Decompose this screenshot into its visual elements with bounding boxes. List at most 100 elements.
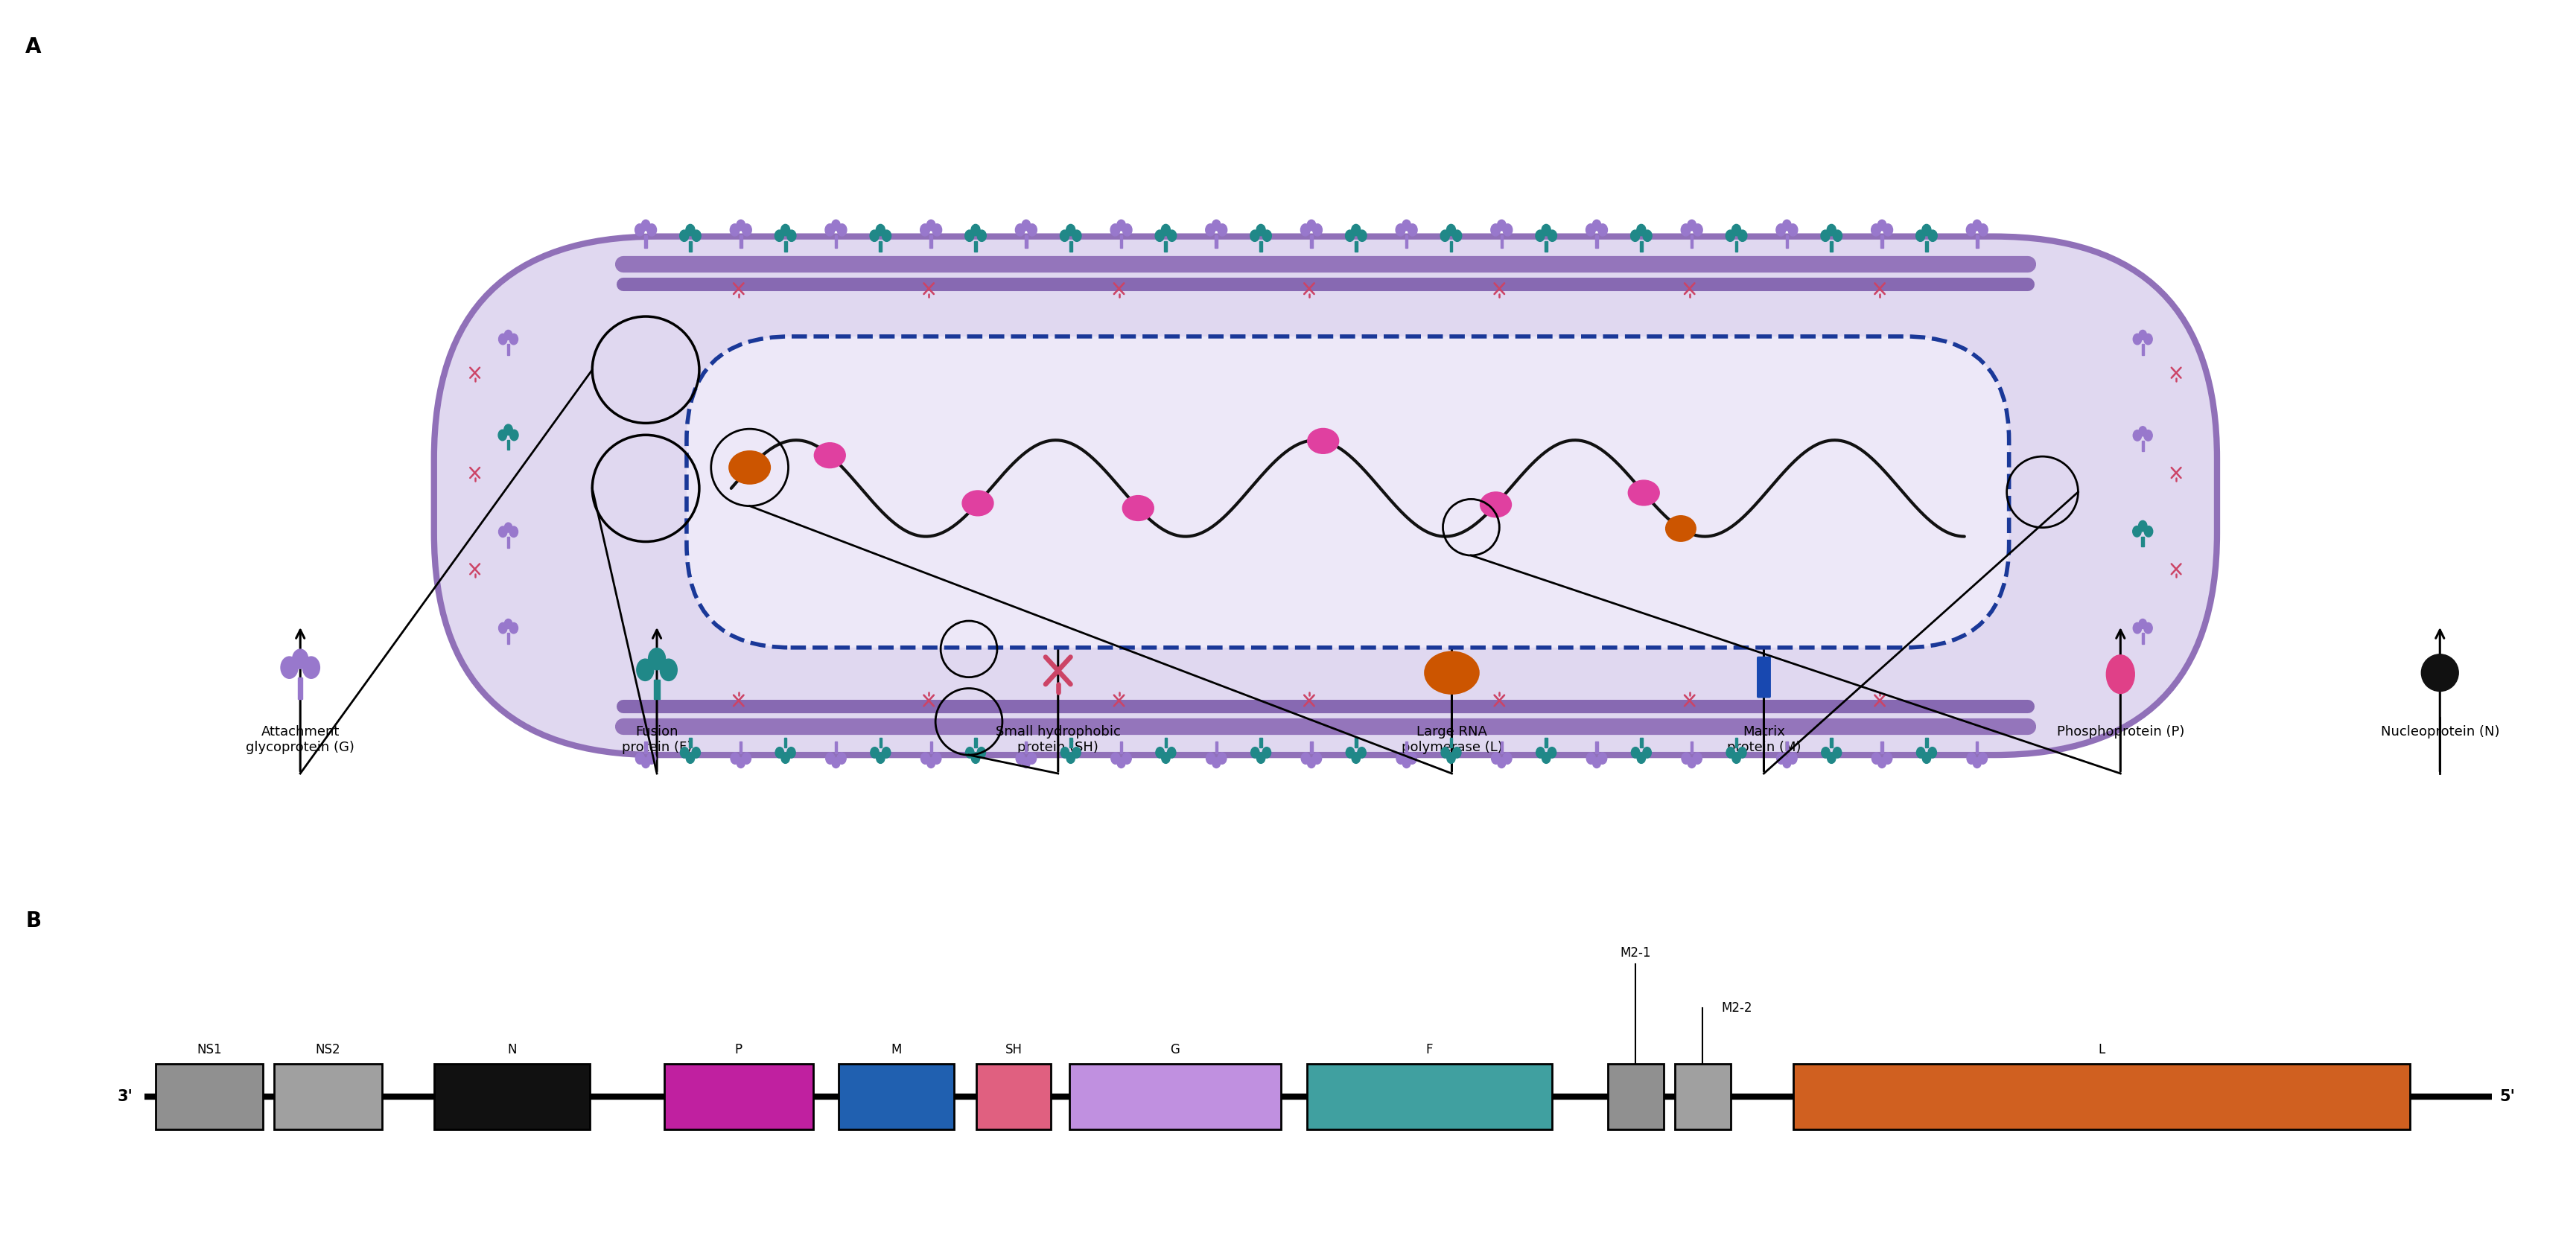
Bar: [1121, 236, 1123, 248]
Ellipse shape: [1481, 493, 1512, 518]
Text: N: N: [507, 1042, 518, 1056]
Bar: [1355, 241, 1358, 251]
Bar: [1164, 241, 1167, 251]
Text: NS2: NS2: [317, 1042, 340, 1056]
Bar: [155, 1064, 263, 1129]
Ellipse shape: [634, 224, 644, 236]
Ellipse shape: [1257, 753, 1265, 763]
Ellipse shape: [1358, 747, 1365, 758]
Ellipse shape: [693, 747, 701, 758]
Ellipse shape: [1301, 753, 1311, 764]
Ellipse shape: [1821, 747, 1829, 758]
Text: L: L: [2099, 1042, 2105, 1056]
Ellipse shape: [1061, 747, 1069, 758]
Text: 3': 3': [118, 1089, 134, 1104]
Ellipse shape: [832, 219, 840, 231]
Ellipse shape: [680, 231, 688, 242]
Ellipse shape: [1692, 753, 1703, 764]
Ellipse shape: [1345, 231, 1355, 242]
Ellipse shape: [781, 224, 791, 236]
Bar: [1069, 1064, 1280, 1129]
Bar: [1546, 738, 1548, 748]
Ellipse shape: [1211, 219, 1221, 231]
Ellipse shape: [927, 219, 935, 231]
Text: A: A: [26, 36, 41, 57]
Ellipse shape: [1118, 758, 1126, 768]
Bar: [433, 1064, 590, 1129]
Ellipse shape: [1072, 747, 1082, 758]
Ellipse shape: [1015, 753, 1025, 764]
Text: M2-2: M2-2: [1721, 1001, 1752, 1015]
Text: F: F: [1427, 1042, 1432, 1056]
Ellipse shape: [1396, 753, 1406, 764]
Ellipse shape: [1775, 224, 1785, 236]
Ellipse shape: [2133, 526, 2141, 537]
Text: Fusion
protein (F): Fusion protein (F): [621, 726, 693, 754]
FancyBboxPatch shape: [433, 237, 2218, 754]
Bar: [1793, 1064, 2411, 1129]
Ellipse shape: [1440, 231, 1450, 242]
Ellipse shape: [1535, 231, 1546, 242]
Ellipse shape: [1922, 224, 1932, 236]
Ellipse shape: [1878, 758, 1886, 768]
Ellipse shape: [1257, 224, 1265, 236]
Ellipse shape: [2143, 526, 2154, 537]
Ellipse shape: [1973, 219, 1981, 231]
Ellipse shape: [1314, 753, 1321, 764]
Ellipse shape: [963, 490, 994, 516]
Bar: [783, 241, 786, 251]
Bar: [1216, 236, 1218, 248]
Ellipse shape: [1167, 747, 1175, 758]
Ellipse shape: [881, 747, 891, 758]
Ellipse shape: [641, 219, 649, 231]
Ellipse shape: [871, 231, 878, 242]
Text: NS1: NS1: [196, 1042, 222, 1056]
Ellipse shape: [301, 657, 319, 678]
Bar: [878, 241, 881, 251]
Bar: [1069, 738, 1072, 748]
Ellipse shape: [510, 334, 518, 344]
Bar: [1025, 236, 1028, 248]
Text: Large RNA
polymerase (L): Large RNA polymerase (L): [1401, 726, 1502, 754]
Ellipse shape: [685, 753, 696, 763]
Ellipse shape: [876, 753, 884, 763]
Ellipse shape: [500, 622, 507, 633]
Ellipse shape: [1929, 231, 1937, 242]
Ellipse shape: [1406, 753, 1417, 764]
Ellipse shape: [2133, 334, 2141, 344]
Ellipse shape: [966, 231, 974, 242]
Ellipse shape: [1218, 753, 1226, 764]
Bar: [1260, 738, 1262, 748]
Ellipse shape: [732, 753, 739, 764]
Bar: [739, 236, 742, 248]
Ellipse shape: [1352, 224, 1360, 236]
Ellipse shape: [881, 231, 891, 242]
Ellipse shape: [1345, 747, 1355, 758]
Ellipse shape: [1502, 224, 1512, 236]
Ellipse shape: [1066, 753, 1074, 763]
Text: 5': 5': [2499, 1089, 2514, 1104]
Bar: [1829, 738, 1832, 748]
Bar: [840, 1064, 953, 1129]
Ellipse shape: [827, 753, 835, 764]
Bar: [1355, 738, 1358, 748]
Ellipse shape: [2138, 330, 2146, 339]
Ellipse shape: [1540, 224, 1551, 236]
Ellipse shape: [2138, 426, 2146, 436]
Ellipse shape: [1631, 747, 1641, 758]
Bar: [1164, 738, 1167, 748]
Ellipse shape: [500, 334, 507, 344]
Ellipse shape: [920, 753, 930, 764]
Ellipse shape: [680, 747, 688, 758]
Ellipse shape: [1834, 231, 1842, 242]
Ellipse shape: [786, 747, 796, 758]
Ellipse shape: [1731, 753, 1741, 763]
Bar: [2141, 536, 2143, 546]
Ellipse shape: [1249, 231, 1260, 242]
FancyBboxPatch shape: [1757, 656, 1770, 698]
Text: Matrix
protein (M): Matrix protein (M): [1726, 726, 1801, 754]
Ellipse shape: [837, 753, 845, 764]
Ellipse shape: [1015, 224, 1025, 236]
Bar: [654, 680, 659, 700]
Ellipse shape: [1425, 652, 1479, 693]
